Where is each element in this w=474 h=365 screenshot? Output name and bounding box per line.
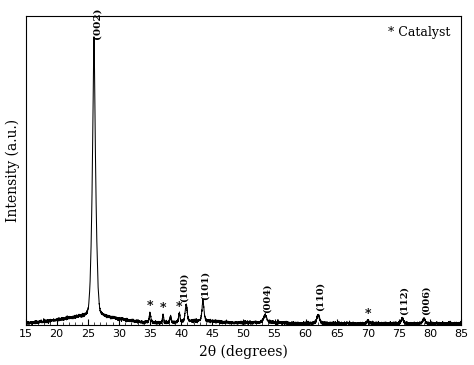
Text: *: * xyxy=(147,300,153,314)
Text: (100): (100) xyxy=(180,273,189,302)
Text: (101): (101) xyxy=(201,271,210,300)
Text: *: * xyxy=(160,301,166,315)
Y-axis label: Intensity (a.u.): Intensity (a.u.) xyxy=(6,119,20,222)
Text: *: * xyxy=(176,301,182,314)
Text: (006): (006) xyxy=(422,286,431,315)
Text: (004): (004) xyxy=(263,283,272,312)
Text: (002): (002) xyxy=(92,8,101,39)
Text: (112): (112) xyxy=(400,286,409,315)
Text: *: * xyxy=(365,308,371,320)
Text: (110): (110) xyxy=(316,282,325,311)
Text: * Catalyst: * Catalyst xyxy=(388,26,450,39)
X-axis label: 2θ (degrees): 2θ (degrees) xyxy=(199,345,288,360)
